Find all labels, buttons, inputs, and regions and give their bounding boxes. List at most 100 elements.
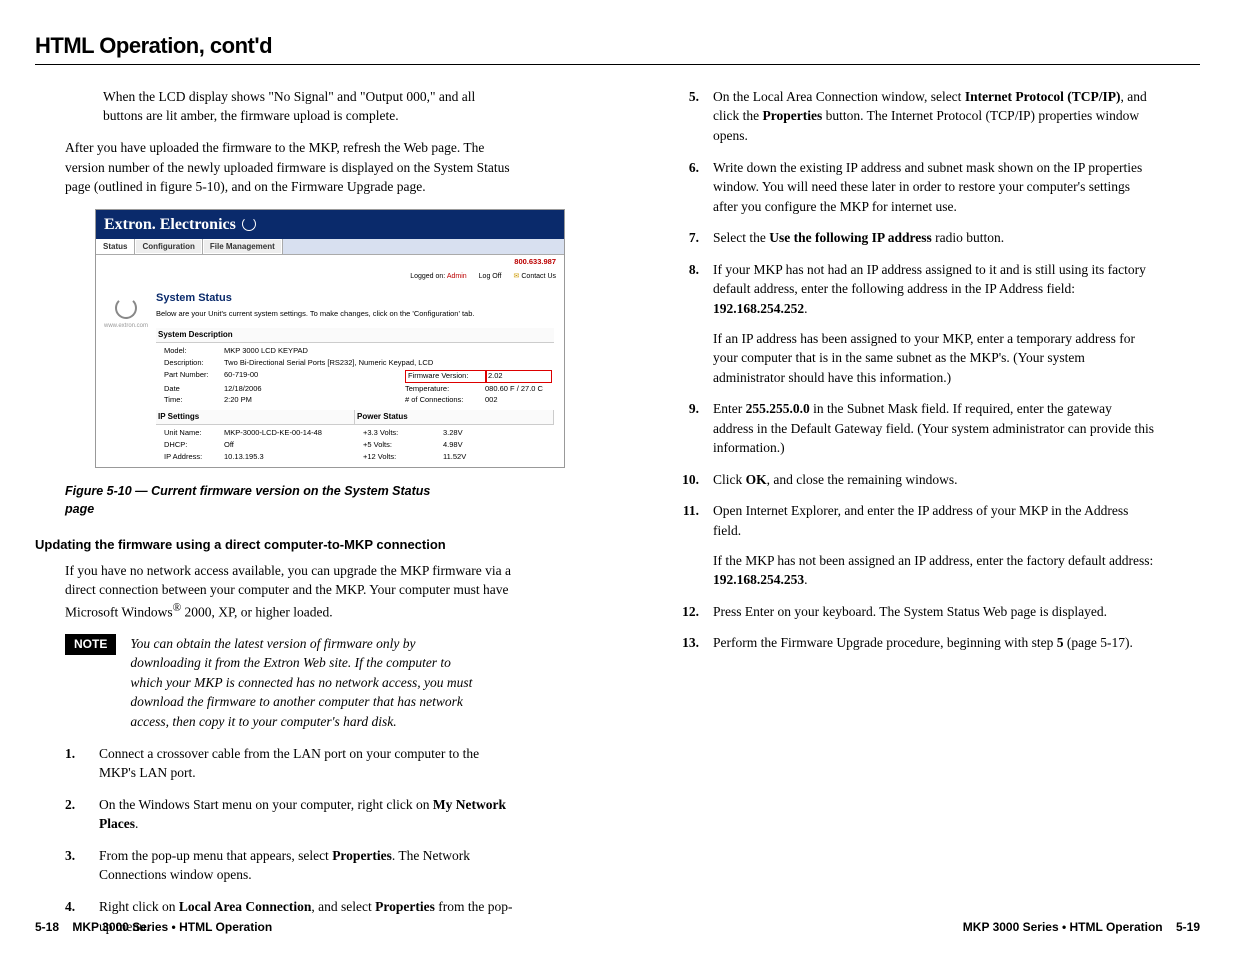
step-text: Connect a crossover cable from the LAN p… xyxy=(99,744,515,783)
page-num-right: 5-19 xyxy=(1176,920,1200,934)
info-bar-2: Logged on: Admin Log Off ✉ Contact Us xyxy=(96,270,564,284)
sidebar: www.extron.com xyxy=(96,285,156,467)
v5-value: 4.98V xyxy=(443,440,550,451)
step-text: Enter 255.255.0.0 in the Subnet Mask fie… xyxy=(713,399,1155,458)
intro-para-2: After you have uploaded the firmware to … xyxy=(65,138,515,197)
temp-label: Temperature: xyxy=(405,384,485,395)
right-column: 5.On the Local Area Connection window, s… xyxy=(675,87,1155,948)
step-text: Write down the existing IP address and s… xyxy=(713,158,1155,217)
note-block: NOTE You can obtain the latest version o… xyxy=(65,634,515,732)
page-num-left: 5-18 xyxy=(35,920,59,934)
list-item: 5.On the Local Area Connection window, s… xyxy=(675,87,1155,146)
step-number: 3. xyxy=(65,846,99,885)
tab-file-management[interactable]: File Management xyxy=(203,239,283,255)
tab-bar: Status Configuration File Management xyxy=(96,239,564,256)
figure-caption: Figure 5-10 — Current firmware version o… xyxy=(65,482,435,518)
system-status-screenshot: Extron. Electronics Status Configuration… xyxy=(95,209,565,468)
footer-right: MKP 3000 Series • HTML Operation 5-19 xyxy=(963,919,1200,936)
step-text: Perform the Firmware Upgrade procedure, … xyxy=(713,633,1155,653)
note-text: You can obtain the latest version of fir… xyxy=(130,634,480,732)
left-steps-list: 1.Connect a crossover cable from the LAN… xyxy=(65,744,515,937)
dhcp-label: DHCP: xyxy=(164,440,224,451)
temp-value: 080.60 F / 27.0 C xyxy=(485,384,550,395)
step-number: 2. xyxy=(65,795,99,834)
model-value: MKP 3000 LCD KEYPAD xyxy=(224,346,550,357)
swirl-icon xyxy=(115,297,137,319)
unit-value: MKP-3000-LCD-KE-00-14-48 xyxy=(224,428,351,439)
unit-label: Unit Name: xyxy=(164,428,224,439)
conn-value: 002 xyxy=(485,395,550,406)
list-item: 3.From the pop-up menu that appears, sel… xyxy=(65,846,515,885)
list-item: 10.Click OK, and close the remaining win… xyxy=(675,470,1155,490)
step-text: Press Enter on your keyboard. The System… xyxy=(713,602,1155,622)
list-item: 6.Write down the existing IP address and… xyxy=(675,158,1155,217)
list-item: 11.Open Internet Explorer, and enter the… xyxy=(675,501,1155,589)
swirl-icon xyxy=(242,217,256,231)
step-text: Click OK, and close the remaining window… xyxy=(713,470,1155,490)
ip-value: 10.13.195.3 xyxy=(224,452,351,463)
fw-value: 2.02 xyxy=(485,370,552,383)
part-value: 60-719-00 xyxy=(224,370,405,383)
step-number: 12. xyxy=(675,602,713,622)
time-label: Time: xyxy=(164,395,224,406)
list-item: 9.Enter 255.255.0.0 in the Subnet Mask f… xyxy=(675,399,1155,458)
page-footers: 5-18 MKP 3000 Series • HTML Operation MK… xyxy=(35,919,1200,936)
model-label: Model: xyxy=(164,346,224,357)
step-number: 10. xyxy=(675,470,713,490)
step-text: From the pop-up menu that appears, selec… xyxy=(99,846,515,885)
screenshot-header: Extron. Electronics xyxy=(96,210,564,239)
step-number: 9. xyxy=(675,399,713,458)
v5-label: +5 Volts: xyxy=(363,440,443,451)
left-column: When the LCD display shows "No Signal" a… xyxy=(35,87,515,948)
part-label: Part Number: xyxy=(164,370,224,383)
step-number: 5. xyxy=(675,87,713,146)
list-item: 1.Connect a crossover cable from the LAN… xyxy=(65,744,515,783)
right-steps-list: 5.On the Local Area Connection window, s… xyxy=(675,87,1155,653)
step-number: 6. xyxy=(675,158,713,217)
step-number: 8. xyxy=(675,260,713,387)
date-value: 12/18/2006 xyxy=(224,384,405,395)
mail-icon: ✉ xyxy=(514,272,520,282)
dhcp-value: Off xyxy=(224,440,351,451)
list-item: 2.On the Windows Start menu on your comp… xyxy=(65,795,515,834)
subheading: Updating the firmware using a direct com… xyxy=(35,536,485,555)
direct-para: If you have no network access available,… xyxy=(65,561,515,622)
step-text: On the Windows Start menu on your comput… xyxy=(99,795,515,834)
step-number: 1. xyxy=(65,744,99,783)
note-badge: NOTE xyxy=(65,634,116,655)
step-number: 11. xyxy=(675,501,713,589)
step-text: Select the Use the following IP address … xyxy=(713,228,1155,248)
step-number: 13. xyxy=(675,633,713,653)
footer-left: 5-18 MKP 3000 Series • HTML Operation xyxy=(35,919,272,936)
section-ip-title: IP Settings xyxy=(156,410,355,425)
v33-label: +3.3 Volts: xyxy=(363,428,443,439)
list-item: 8.If your MKP has not had an IP address … xyxy=(675,260,1155,387)
contact-link[interactable]: ✉ Contact Us xyxy=(514,272,557,282)
section-power-title: Power Status xyxy=(355,410,554,425)
sidebar-url: www.extron.com xyxy=(96,322,156,331)
footer-section-left: MKP 3000 Series • HTML Operation xyxy=(72,920,272,934)
time-value: 2:20 PM xyxy=(224,395,405,406)
date-label: Date xyxy=(164,384,224,395)
tab-status[interactable]: Status xyxy=(96,239,135,255)
desc-value: Two Bi-Directional Serial Ports [RS232],… xyxy=(224,358,550,369)
desc-label: Description: xyxy=(164,358,224,369)
conn-label: # of Connections: xyxy=(405,395,485,406)
step-text: If your MKP has not had an IP address as… xyxy=(713,260,1155,387)
status-heading: System Status xyxy=(156,291,554,307)
footer-section-right: MKP 3000 Series • HTML Operation xyxy=(963,920,1163,934)
list-item: 12.Press Enter on your keyboard. The Sys… xyxy=(675,602,1155,622)
brand-text: Extron. Electronics xyxy=(104,213,236,236)
v12-label: +12 Volts: xyxy=(363,452,443,463)
section-desc-title: System Description xyxy=(156,328,554,343)
logoff-link[interactable]: Log Off xyxy=(479,272,502,282)
phone-number: 800.633.987 xyxy=(514,257,556,268)
info-bar: 800.633.987 xyxy=(96,255,564,270)
logged-on-label: Logged on: Admin xyxy=(410,272,466,282)
step-text: Open Internet Explorer, and enter the IP… xyxy=(713,501,1155,589)
tab-configuration[interactable]: Configuration xyxy=(135,239,202,255)
fw-label: Firmware Version: xyxy=(405,370,487,383)
page-title: HTML Operation, cont'd xyxy=(35,30,1200,65)
step-number: 7. xyxy=(675,228,713,248)
intro-para-1: When the LCD display shows "No Signal" a… xyxy=(103,87,515,126)
